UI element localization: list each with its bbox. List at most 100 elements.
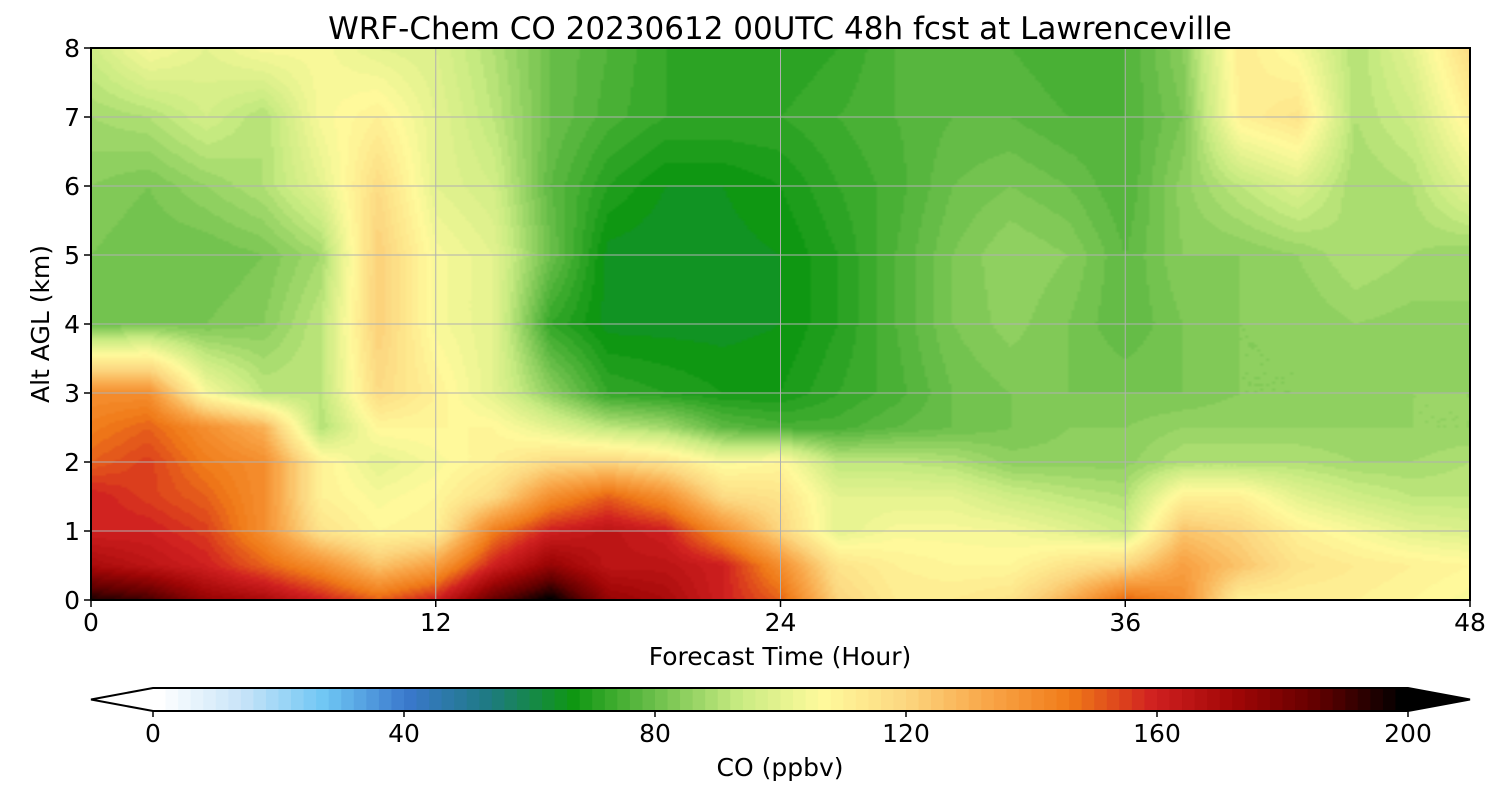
colorbar: 0 40 80 120 160 200 <box>90 687 1471 748</box>
colorbar-segment <box>730 688 744 711</box>
colorbar-segment <box>793 688 807 711</box>
colorbar-segment <box>742 688 756 711</box>
colorbar-segment <box>667 688 681 711</box>
colorbar-segment <box>516 688 531 711</box>
colorbar-segment <box>1119 688 1133 711</box>
colorbar-tick-label: 120 <box>882 719 930 748</box>
colorbar-segment <box>780 688 794 711</box>
colorbar-segment <box>805 688 819 711</box>
colorbar-segment <box>416 688 430 711</box>
colorbar-segment <box>165 688 179 711</box>
colorbar-segment <box>1320 688 1334 711</box>
colorbar-tick-label: 200 <box>1384 719 1432 748</box>
colorbar-segment <box>1345 688 1359 711</box>
colorbar-tick-label: 160 <box>1133 719 1181 748</box>
colorbar-segment <box>567 688 581 711</box>
colorbar-segment <box>692 688 706 711</box>
colorbar-tick-label: 80 <box>639 719 671 748</box>
y-tick-label: 0 <box>64 586 80 615</box>
colorbar-segment <box>203 688 217 711</box>
colorbar-segment <box>755 688 769 711</box>
colorbar-segment <box>1182 688 1196 711</box>
x-tick-label: 48 <box>1454 608 1486 637</box>
colorbar-segment <box>1295 688 1309 711</box>
colorbar-segment <box>341 688 355 711</box>
colorbar-segment <box>1094 688 1108 711</box>
colorbar-segment <box>1244 688 1258 711</box>
colorbar-segment <box>429 688 443 711</box>
colorbar-segment <box>918 688 932 711</box>
colorbar-segment <box>504 688 518 711</box>
y-axis-ticks: 0 1 2 3 4 5 6 7 8 <box>64 34 91 615</box>
colorbar-segment <box>855 688 869 711</box>
colorbar-segment <box>278 688 292 711</box>
y-tick-label: 5 <box>64 241 80 270</box>
colorbar-segment <box>178 688 192 711</box>
colorbar-segment <box>240 688 254 711</box>
colorbar-segment <box>378 688 393 711</box>
colorbar-segment <box>1282 688 1296 711</box>
x-tick-label: 0 <box>83 608 99 637</box>
colorbar-segment <box>1106 688 1120 711</box>
colorbar-segment <box>1269 688 1284 711</box>
y-tick-label: 1 <box>64 517 80 546</box>
colorbar-segment <box>291 688 305 711</box>
colorbar-segment <box>1169 688 1183 711</box>
colorbar-tick-label: 40 <box>388 719 420 748</box>
y-tick-label: 2 <box>64 448 80 477</box>
colorbar-segment <box>1194 688 1208 711</box>
colorbar-segment <box>943 688 957 711</box>
colorbar-segment <box>579 688 593 711</box>
colorbar-segment <box>868 688 882 711</box>
colorbar-segment <box>1044 688 1058 711</box>
colorbar-segment <box>491 688 505 711</box>
colorbar-segment <box>880 688 895 711</box>
colorbar-segment <box>1018 688 1033 711</box>
colorbar-segment <box>1157 688 1171 711</box>
x-tick-label: 12 <box>420 608 452 637</box>
colorbar-segment <box>1031 688 1045 711</box>
colorbar-segment <box>1219 688 1233 711</box>
chart-title: WRF-Chem CO 20230612 00UTC 48h fcst at L… <box>328 11 1232 47</box>
colorbar-segment <box>391 688 405 711</box>
colorbar-segment <box>479 688 493 711</box>
colorbar-segment <box>542 688 556 711</box>
colorbar-segment <box>529 688 543 711</box>
colorbar-segment <box>680 688 694 711</box>
colorbar-segment <box>1232 688 1246 711</box>
x-tick-label: 24 <box>765 608 797 637</box>
colorbar-segment <box>705 688 719 711</box>
colorbar-segment <box>1307 688 1321 711</box>
y-tick-label: 6 <box>64 172 80 201</box>
colorbar-segment <box>642 688 656 711</box>
colorbar-extend-low <box>91 688 153 711</box>
colorbar-segment <box>366 688 380 711</box>
colorbar-segment <box>190 688 204 711</box>
x-axis-ticks: 0 12 24 36 48 <box>83 600 1486 637</box>
colorbar-segment <box>404 688 418 711</box>
colorbar-segment <box>968 688 982 711</box>
colorbar-segment <box>228 688 242 711</box>
colorbar-segment <box>956 688 970 711</box>
y-tick-label: 8 <box>64 34 80 63</box>
colorbar-segment <box>316 688 330 711</box>
colorbar-segment <box>454 688 468 711</box>
colorbar-segment <box>592 688 606 711</box>
x-axis-label: Forecast Time (Hour) <box>649 642 912 671</box>
colorbar-segment <box>629 688 644 711</box>
colorbar-segment <box>441 688 455 711</box>
x-tick-label: 36 <box>1109 608 1141 637</box>
y-tick-label: 7 <box>64 103 80 132</box>
colorbar-segment <box>830 688 844 711</box>
colorbar-segment <box>328 688 342 711</box>
colorbar-tick-label: 0 <box>145 719 161 748</box>
colorbar-segment <box>1056 688 1070 711</box>
colorbar-segment <box>1144 688 1158 711</box>
colorbar-segment <box>1131 688 1146 711</box>
colorbar-segment <box>265 688 280 711</box>
colorbar-segment <box>466 688 480 711</box>
colorbar-segment <box>215 688 229 711</box>
colorbar-segment <box>1081 688 1095 711</box>
